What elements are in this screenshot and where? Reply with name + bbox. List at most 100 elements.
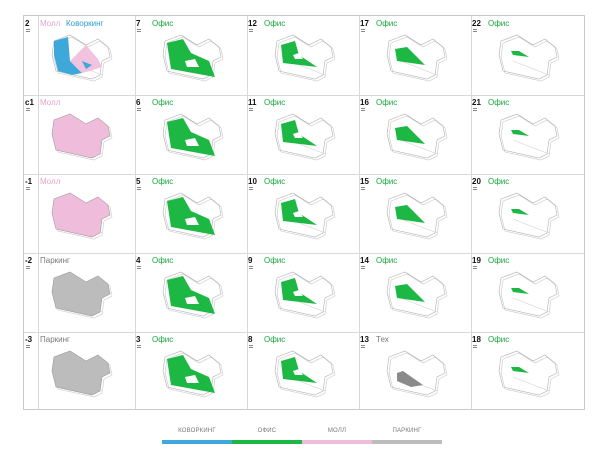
floor-cell[interactable]: 10 Офис: [247, 174, 358, 253]
grid-column-line: [38, 16, 39, 409]
floor-stack-icon: [137, 108, 141, 112]
legend-item: МОЛЛ: [302, 428, 372, 444]
floor-cell[interactable]: 9 Офис: [247, 253, 358, 332]
floor-stack-icon: [249, 29, 253, 33]
floor-use-label: Молл: [40, 177, 61, 186]
floor-cell[interactable]: 5 Офис: [135, 174, 246, 253]
legend-label: КОВОРКИНГ: [178, 428, 216, 434]
floor-cell[interactable]: 6 Офис: [135, 95, 246, 174]
floor-stack-icon: [26, 29, 30, 33]
floor-plan-diagram: [493, 110, 563, 165]
building-outline: [512, 60, 550, 76]
building-outline: [274, 192, 334, 238]
office-area: [511, 51, 529, 57]
floor-use-label: Паркинг: [40, 256, 70, 265]
floor-number: 2: [25, 19, 30, 28]
floor-cell[interactable]: 8 Офис: [247, 332, 358, 411]
floor-number: 7: [136, 19, 141, 28]
building-outline: [498, 271, 558, 317]
building-outline: [274, 34, 334, 80]
grid-column-line: [359, 16, 360, 409]
floor-cell[interactable]: 20 Офис: [471, 174, 582, 253]
floor-grid: 2 Молл Коворкинг с1 Молл -1 Молл -2 Паркинг -3 Пар…: [23, 15, 585, 410]
floor-number: 11: [248, 98, 257, 107]
building-outline: [388, 115, 448, 161]
floor-stack-icon: [361, 187, 365, 191]
office-area: [395, 284, 425, 302]
floor-plan-diagram: [381, 268, 451, 323]
grid-column-line: [471, 16, 472, 409]
floor-cell[interactable]: 22 Офис: [471, 16, 582, 95]
floor-number: 3: [136, 335, 141, 344]
floor-number: 10: [248, 177, 257, 186]
floor-cell[interactable]: -2 Паркинг: [24, 253, 135, 332]
building-outline: [162, 192, 222, 238]
floor-use-label: Офис: [152, 177, 174, 186]
floor-cell[interactable]: -1 Молл: [24, 174, 135, 253]
floor-cell[interactable]: 13 Тех: [359, 332, 470, 411]
building-outline: [400, 60, 438, 76]
floor-use-label: Офис: [488, 19, 510, 28]
floor-stack-icon: [361, 29, 365, 33]
building-outline: [500, 273, 560, 319]
floor-cell[interactable]: 21 Офис: [471, 95, 582, 174]
floor-cell[interactable]: 16 Офис: [359, 95, 470, 174]
floor-cell[interactable]: 12 Офис: [247, 16, 358, 95]
mall-area: [51, 113, 111, 159]
building-outline: [388, 194, 448, 240]
floor-number: 4: [136, 256, 141, 265]
floor-cell[interactable]: 2 Молл Коворкинг: [24, 16, 135, 95]
floor-stack-icon: [249, 345, 253, 349]
floor-cell[interactable]: -3 Паркинг: [24, 332, 135, 411]
building-outline: [498, 113, 558, 159]
floor-stack-icon: [473, 345, 477, 349]
floor-number: 19: [472, 256, 481, 265]
floor-plan-diagram: [493, 31, 563, 86]
floor-number: 16: [360, 98, 369, 107]
floor-use-label: Офис: [376, 98, 398, 107]
legend-color-bar: [372, 440, 442, 444]
floor-use-label: Офис: [488, 98, 510, 107]
floor-cell[interactable]: 19 Офис: [471, 253, 582, 332]
floor-plan-diagram: [157, 347, 227, 402]
floor-use-label: Офис: [264, 98, 286, 107]
floor-cell[interactable]: с1 Молл: [24, 95, 135, 174]
floor-plan-diagram: [46, 31, 116, 86]
atrium-void: [293, 53, 303, 59]
floor-stack-icon: [249, 108, 253, 112]
building-outline: [400, 297, 438, 313]
atrium-void: [185, 375, 199, 383]
floor-cell[interactable]: 18 Офис: [471, 332, 582, 411]
office-area: [167, 39, 215, 77]
floor-cell[interactable]: 4 Офис: [135, 253, 246, 332]
floor-plan-diagram: [269, 189, 339, 244]
floor-use-label: Офис: [264, 335, 286, 344]
floor-stack-icon: [137, 345, 141, 349]
floor-cell[interactable]: 15 Офис: [359, 174, 470, 253]
floor-cell[interactable]: 3 Офис: [135, 332, 246, 411]
building-outline: [498, 192, 558, 238]
floor-use-label: Молл: [40, 19, 61, 28]
building-outline: [400, 139, 438, 155]
office-area: [281, 120, 317, 146]
floor-cell[interactable]: 17 Офис: [359, 16, 470, 95]
building-outline: [164, 352, 224, 398]
floor-use-label: Паркинг: [40, 335, 70, 344]
floor-number: 18: [472, 335, 481, 344]
building-outline: [164, 194, 224, 240]
legend-item: ПАРКИНГ: [372, 428, 442, 444]
floor-plan-diagram: [46, 347, 116, 402]
floor-stack-icon: [361, 266, 365, 270]
floor-cell[interactable]: 7 Офис: [135, 16, 246, 95]
building-outline: [162, 34, 222, 80]
legend-color-bar: [162, 440, 232, 444]
floor-plan-diagram: [46, 189, 116, 244]
floor-stack-icon: [473, 266, 477, 270]
building-outline: [274, 113, 334, 159]
grid-row-line: [24, 174, 584, 175]
mall-area: [70, 45, 102, 73]
floor-cell[interactable]: 11 Офис: [247, 95, 358, 174]
legend-color-bar: [302, 440, 372, 444]
building-outline: [388, 273, 448, 319]
floor-cell[interactable]: 14 Офис: [359, 253, 470, 332]
